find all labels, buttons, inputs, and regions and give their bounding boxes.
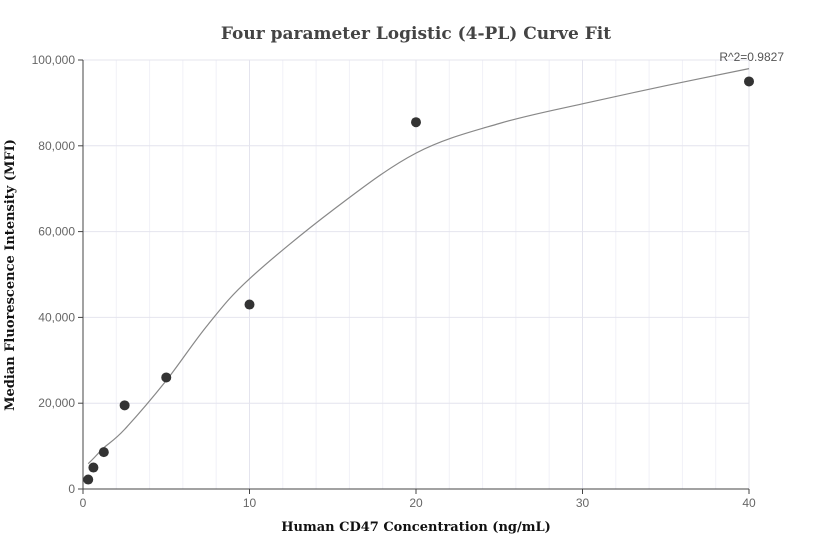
x-tick-label: 10 xyxy=(243,496,257,510)
x-tick-label: 20 xyxy=(409,496,423,510)
y-axis-label: Median Fluorescence Intensity (MFI) xyxy=(3,139,18,411)
y-tick-label: 100,000 xyxy=(32,53,76,67)
data-point xyxy=(161,372,172,383)
x-tick-label: 40 xyxy=(742,496,756,510)
chart-title: Four parameter Logistic (4-PL) Curve Fit xyxy=(221,24,611,44)
gridlines xyxy=(83,59,750,489)
data-point xyxy=(744,76,754,87)
x-tick-label: 30 xyxy=(576,496,590,510)
r-squared-annotation: R^2=0.9827 xyxy=(719,50,784,64)
x-tick-label: 0 xyxy=(80,496,87,510)
data-point xyxy=(88,462,99,473)
y-tick-label: 40,000 xyxy=(38,310,75,324)
data-point xyxy=(119,400,130,411)
y-tick-label: 0 xyxy=(68,482,75,496)
fit-curve-line xyxy=(87,68,750,465)
fit-curve-group xyxy=(87,68,750,465)
x-axis-label: Human CD47 Concentration (ng/mL) xyxy=(281,520,551,535)
tick-labels: 0 10 20 30 40 0 20,000 40,000 60,000 80,000 100,00… xyxy=(32,53,756,510)
y-tick-label: 80,000 xyxy=(38,139,75,153)
data-point xyxy=(83,474,94,485)
y-tick-label: 20,000 xyxy=(38,396,75,410)
y-tick-label: 60,000 xyxy=(38,225,75,239)
data-point xyxy=(411,117,421,128)
data-points xyxy=(83,76,754,485)
data-point xyxy=(98,447,109,458)
data-point xyxy=(244,299,255,310)
